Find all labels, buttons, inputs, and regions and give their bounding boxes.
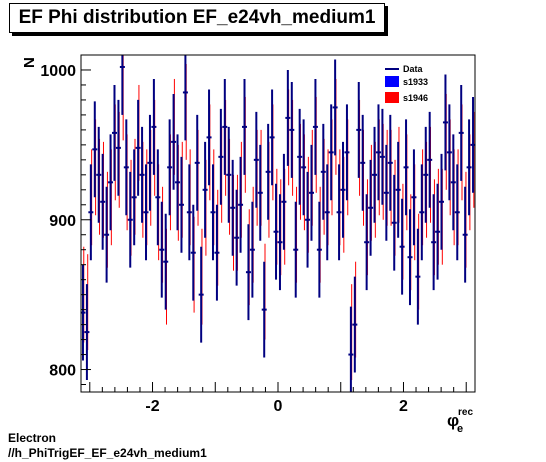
axis-ticks: -2 0 2 800 900 1000 <box>40 54 467 415</box>
legend-s1933-box <box>385 76 399 87</box>
footer-label: Electron <box>8 431 57 445</box>
x-axis-label-sub: e <box>457 423 463 435</box>
x-axis-label-main: φ <box>447 411 459 430</box>
plot-frame <box>80 54 476 393</box>
x-tick-label: -2 <box>145 398 159 415</box>
data-series <box>80 55 476 392</box>
footer-histogram-path: //h_PhiTrigEF_EF_e24vh_medium1 <box>8 446 207 460</box>
x-tick-label: 0 <box>274 398 283 415</box>
legend-s1946-box <box>385 92 399 103</box>
y-tick-label: 800 <box>49 363 76 380</box>
x-axis-label: φ e rec <box>447 407 473 435</box>
legend-data-label: Data <box>403 64 424 74</box>
y-tick-label: 1000 <box>40 63 76 80</box>
x-tick-label: 2 <box>399 398 408 415</box>
legend-s1946-label: s1946 <box>403 93 428 103</box>
legend-s1933-label: s1933 <box>403 77 428 87</box>
y-tick-label: 900 <box>49 213 76 230</box>
chart-title: EF Phi distribution EF_e24vh_medium1 <box>9 3 385 33</box>
y-axis-label: N <box>21 57 38 68</box>
legend: Data s1933 s1946 <box>385 64 428 103</box>
x-axis-label-sup: rec <box>458 407 473 418</box>
